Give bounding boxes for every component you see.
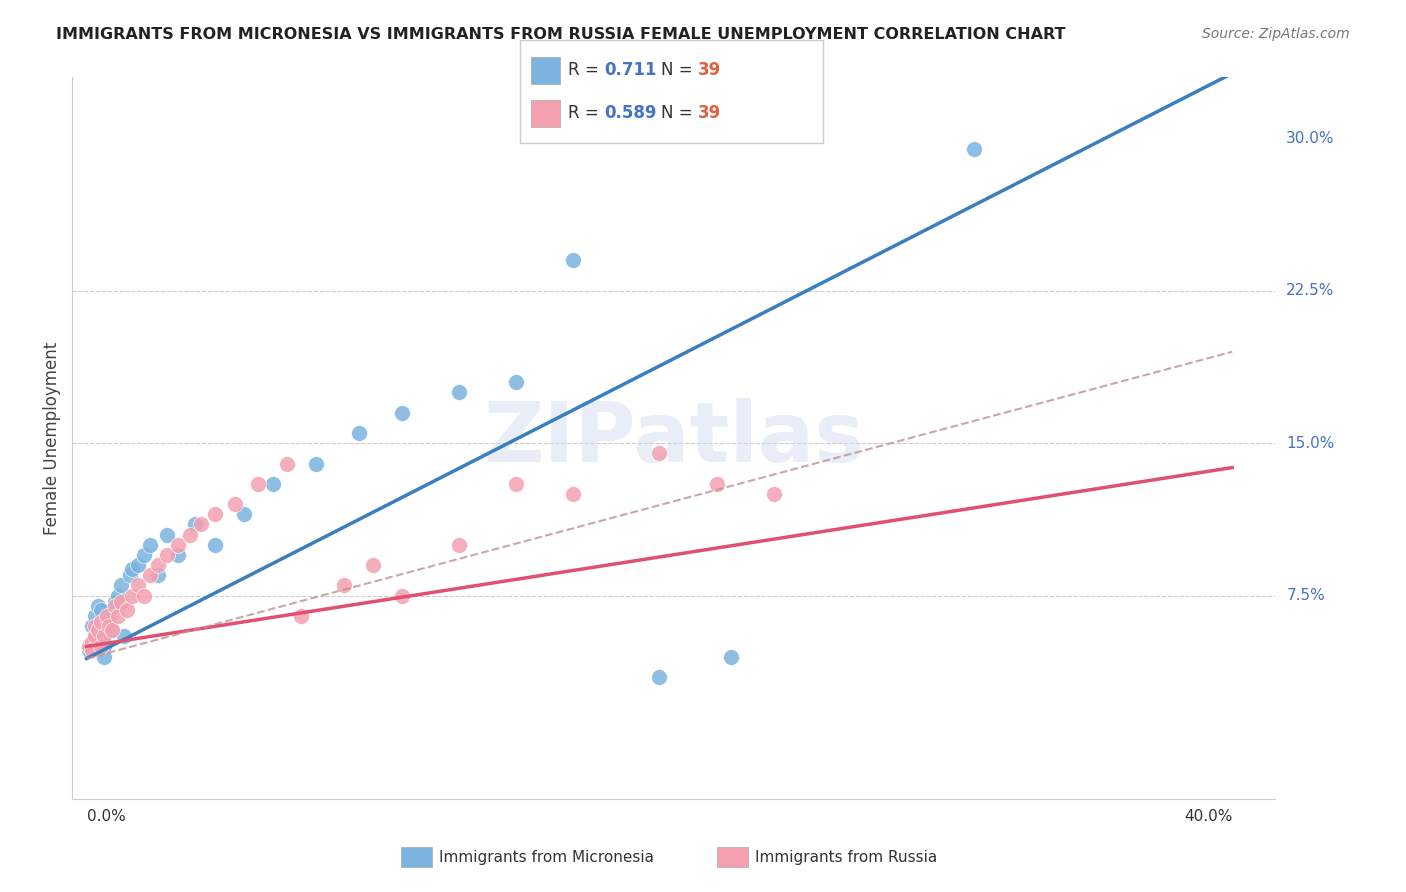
Text: 39: 39 [697, 104, 721, 122]
Point [112, 629, 135, 643]
Point [361, 558, 384, 573]
Point [184, 517, 207, 532]
Point [233, 508, 256, 522]
Point [104, 599, 127, 613]
Point [121, 589, 143, 603]
Point [156, 548, 179, 562]
Text: N =: N = [661, 62, 697, 79]
Point [104, 595, 127, 609]
Point [138, 568, 160, 582]
Point [648, 446, 671, 460]
Point [146, 558, 169, 573]
Text: 7.5%: 7.5% [1286, 588, 1324, 603]
Point [90, 640, 112, 654]
Point [179, 527, 201, 541]
Point [115, 603, 138, 617]
Point [167, 548, 190, 562]
Point [90, 615, 112, 629]
Point [706, 476, 728, 491]
Point [447, 385, 470, 400]
Point [84, 629, 107, 643]
Text: 0.711: 0.711 [605, 62, 657, 79]
Point [101, 623, 124, 637]
Point [262, 476, 284, 491]
Text: Source: ZipAtlas.com: Source: ZipAtlas.com [1202, 27, 1350, 41]
Text: Immigrants from Russia: Immigrants from Russia [755, 850, 938, 864]
Text: Immigrants from Micronesia: Immigrants from Micronesia [439, 850, 654, 864]
Point [107, 589, 129, 603]
Point [146, 568, 169, 582]
Point [347, 425, 370, 440]
Point [305, 457, 328, 471]
Point [110, 578, 132, 592]
Point [107, 608, 129, 623]
Point [963, 142, 986, 156]
Point [204, 538, 226, 552]
Point [82, 635, 104, 649]
Point [127, 578, 149, 592]
Point [132, 548, 155, 562]
Point [447, 538, 470, 552]
Point [132, 589, 155, 603]
Point [121, 562, 143, 576]
Point [290, 608, 312, 623]
Point [190, 517, 212, 532]
Point [93, 649, 115, 664]
Point [87, 623, 110, 637]
Text: R =: R = [568, 104, 605, 122]
Point [93, 640, 115, 654]
Point [98, 619, 121, 633]
Point [84, 619, 107, 633]
Point [82, 619, 104, 633]
Text: 15.0%: 15.0% [1286, 435, 1334, 450]
Point [505, 476, 527, 491]
Point [648, 670, 671, 684]
Point [127, 558, 149, 573]
Point [79, 640, 101, 654]
Point [156, 527, 179, 541]
Text: 30.0%: 30.0% [1286, 131, 1334, 146]
Point [762, 487, 785, 501]
Point [720, 649, 742, 664]
Text: ZIPatlas: ZIPatlas [484, 398, 865, 479]
Text: R =: R = [568, 62, 605, 79]
Point [118, 568, 141, 582]
Point [333, 578, 356, 592]
Text: 22.5%: 22.5% [1286, 284, 1334, 298]
Point [391, 406, 413, 420]
Point [84, 629, 107, 643]
Text: IMMIGRANTS FROM MICRONESIA VS IMMIGRANTS FROM RUSSIA FEMALE UNEMPLOYMENT CORRELA: IMMIGRANTS FROM MICRONESIA VS IMMIGRANTS… [56, 27, 1066, 42]
Point [167, 538, 190, 552]
Y-axis label: Female Unemployment: Female Unemployment [44, 342, 60, 534]
Text: N =: N = [661, 104, 697, 122]
Point [101, 623, 124, 637]
Point [562, 487, 585, 501]
Point [391, 589, 413, 603]
Point [98, 613, 121, 627]
Text: 40.0%: 40.0% [1184, 809, 1232, 824]
Point [84, 608, 107, 623]
Point [110, 595, 132, 609]
Point [505, 376, 527, 390]
Point [276, 457, 298, 471]
Text: 0.589: 0.589 [605, 104, 657, 122]
Point [79, 643, 101, 657]
Point [90, 615, 112, 629]
Point [96, 625, 118, 640]
Point [87, 623, 110, 637]
Point [87, 599, 110, 613]
Point [224, 497, 246, 511]
Point [82, 635, 104, 649]
Point [204, 508, 226, 522]
Text: 39: 39 [697, 62, 721, 79]
Point [82, 643, 104, 657]
Point [96, 608, 118, 623]
Point [93, 629, 115, 643]
Point [90, 603, 112, 617]
Point [562, 253, 585, 268]
Point [138, 538, 160, 552]
Point [247, 476, 270, 491]
Text: 0.0%: 0.0% [87, 809, 125, 824]
